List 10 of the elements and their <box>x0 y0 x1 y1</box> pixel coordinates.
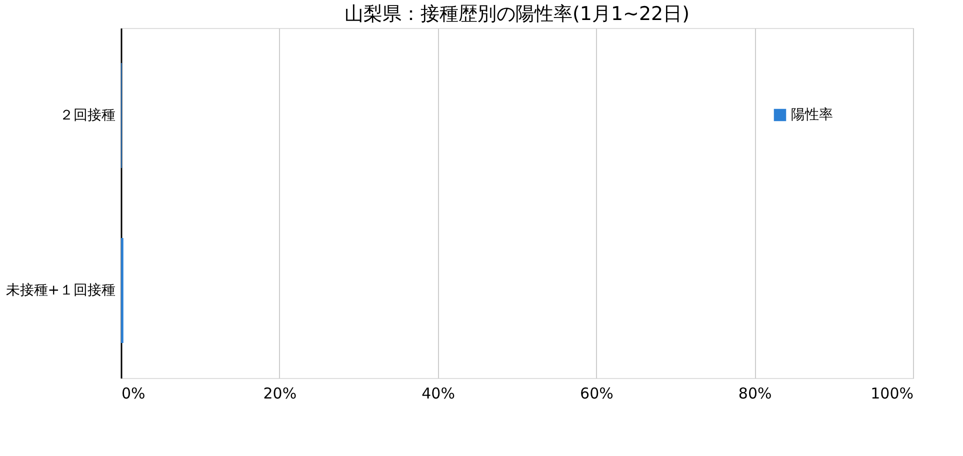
x-tick-label: 80% <box>738 384 772 402</box>
x-tick-label: 20% <box>263 384 297 402</box>
chart-title: 山梨県：接種歴別の陽性率(1月1~22日) <box>344 3 690 25</box>
legend-label: 陽性率 <box>791 107 833 123</box>
y-tick-label: ２回接種 <box>60 108 116 124</box>
y-tick-label: 未接種+１回接種 <box>6 282 116 298</box>
x-tick-label: 100% <box>870 384 914 402</box>
x-tick-label: 60% <box>580 384 614 402</box>
x-tick-label: 0% <box>122 384 146 402</box>
x-tick-label: 40% <box>422 384 455 402</box>
